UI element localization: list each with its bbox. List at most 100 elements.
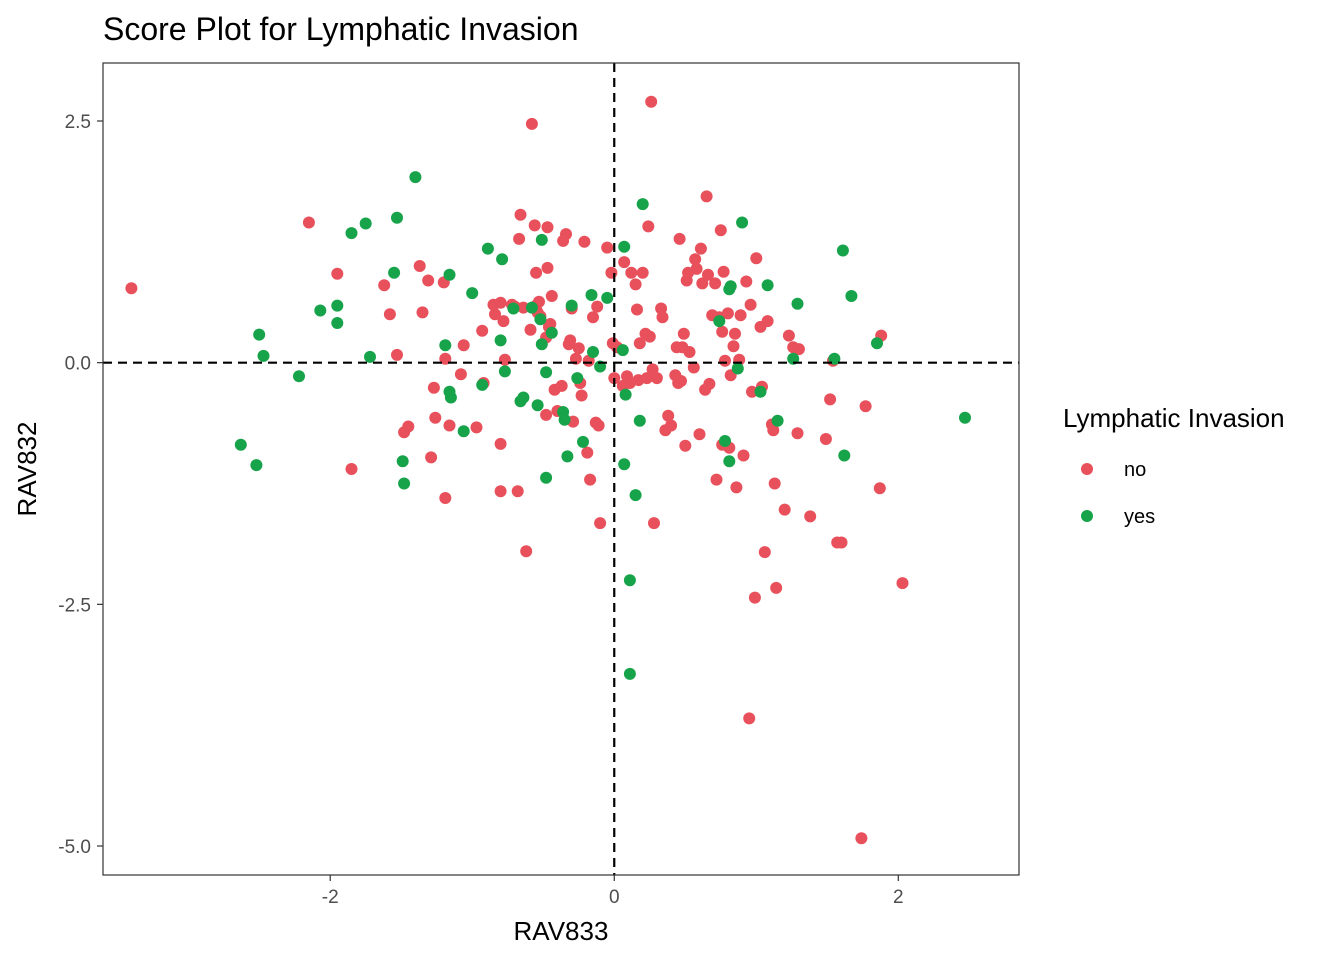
point-no [696, 277, 709, 290]
point-yes [754, 385, 767, 398]
point-no [665, 419, 678, 432]
x-tick-label: 0 [609, 887, 620, 908]
y-tick-label: 2.5 [65, 112, 91, 133]
point-yes [585, 289, 598, 301]
point-yes [618, 240, 631, 253]
point-no [457, 339, 470, 352]
point-yes [409, 171, 422, 184]
point-no [629, 278, 642, 291]
point-yes [257, 349, 270, 362]
point-no [835, 536, 848, 549]
point-no [709, 277, 722, 290]
legend-title: Lymphatic Invasion [1063, 403, 1285, 433]
point-no [514, 208, 527, 221]
point-no [425, 451, 438, 464]
x-tick-label: -2 [322, 887, 339, 908]
point-no [416, 306, 429, 319]
point-no [719, 354, 731, 367]
point-no [693, 428, 706, 441]
points-layer [125, 95, 971, 845]
point-no [564, 334, 577, 347]
y-tick-label: -2.5 [58, 595, 91, 616]
point-yes [633, 414, 646, 427]
point-no [470, 421, 483, 434]
legend-key-no [1081, 463, 1093, 475]
point-yes [293, 370, 305, 383]
point-no [494, 296, 507, 309]
point-no [778, 503, 791, 516]
x-axis-ticks: -2 0 2 [322, 875, 904, 908]
point-no [528, 219, 541, 232]
point-yes [535, 233, 548, 246]
point-no [587, 311, 599, 324]
point-no [873, 482, 886, 495]
point-no [730, 481, 743, 494]
point-no [517, 301, 530, 314]
point-no [302, 216, 315, 229]
point-no [703, 377, 716, 390]
point-yes [444, 391, 457, 404]
point-no [413, 260, 426, 272]
point-no [743, 712, 756, 725]
point-no [572, 342, 585, 355]
point-yes [618, 458, 631, 471]
point-yes [540, 471, 553, 484]
point-yes [540, 366, 553, 379]
point-no [601, 241, 614, 254]
point-no [636, 266, 649, 279]
point-no [791, 427, 804, 440]
point-yes [619, 388, 632, 401]
point-yes [525, 301, 538, 314]
legend: Lymphatic Invasion no yes [1063, 403, 1285, 528]
point-yes [731, 362, 744, 375]
point-yes [531, 399, 544, 412]
point-no [645, 95, 658, 108]
point-no [677, 327, 690, 340]
point-yes [636, 198, 649, 211]
point-yes [719, 435, 731, 447]
point-no [761, 315, 774, 328]
point-yes [443, 268, 456, 281]
point-yes [535, 338, 548, 351]
point-no [605, 266, 618, 279]
point-no [345, 463, 358, 475]
point-yes [845, 290, 858, 302]
point-no [819, 433, 832, 445]
point-no [656, 311, 669, 324]
legend-key-yes [1081, 510, 1093, 522]
point-no [700, 190, 713, 203]
point-yes [713, 315, 726, 328]
point-no [748, 591, 761, 604]
point-yes [331, 317, 344, 329]
point-no [560, 228, 572, 241]
point-no [489, 308, 501, 321]
point-yes [398, 477, 411, 490]
point-yes [623, 574, 636, 587]
point-yes [507, 302, 520, 315]
point-no [758, 546, 771, 559]
point-no [782, 329, 795, 342]
point-no [494, 437, 507, 450]
point-no [540, 408, 553, 421]
x-tick-label: 2 [893, 887, 904, 908]
point-no [594, 517, 607, 530]
point-no [618, 256, 631, 269]
point-no [541, 221, 554, 234]
point-yes [391, 211, 403, 224]
point-no [513, 232, 526, 245]
legend-label-yes: yes [1124, 506, 1155, 528]
point-yes [439, 339, 452, 352]
point-no [497, 315, 510, 328]
point-no [524, 323, 537, 336]
y-axis-ticks: -5.0 -2.5 0.0 2.5 [58, 112, 103, 858]
point-yes [359, 217, 372, 230]
point-no [545, 290, 558, 302]
point-no [642, 220, 655, 233]
point-yes [959, 411, 971, 424]
point-yes [724, 280, 737, 293]
point-yes [736, 216, 749, 229]
point-yes [364, 350, 376, 363]
point-yes [250, 459, 263, 472]
point-yes [494, 334, 507, 347]
point-yes [616, 344, 629, 357]
